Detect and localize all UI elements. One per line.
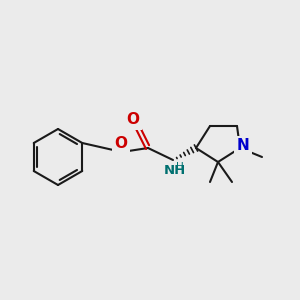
Text: O: O bbox=[115, 136, 128, 152]
Text: NH: NH bbox=[164, 164, 186, 176]
Text: O: O bbox=[127, 112, 140, 128]
Text: H: H bbox=[176, 162, 184, 172]
Text: N: N bbox=[237, 139, 249, 154]
